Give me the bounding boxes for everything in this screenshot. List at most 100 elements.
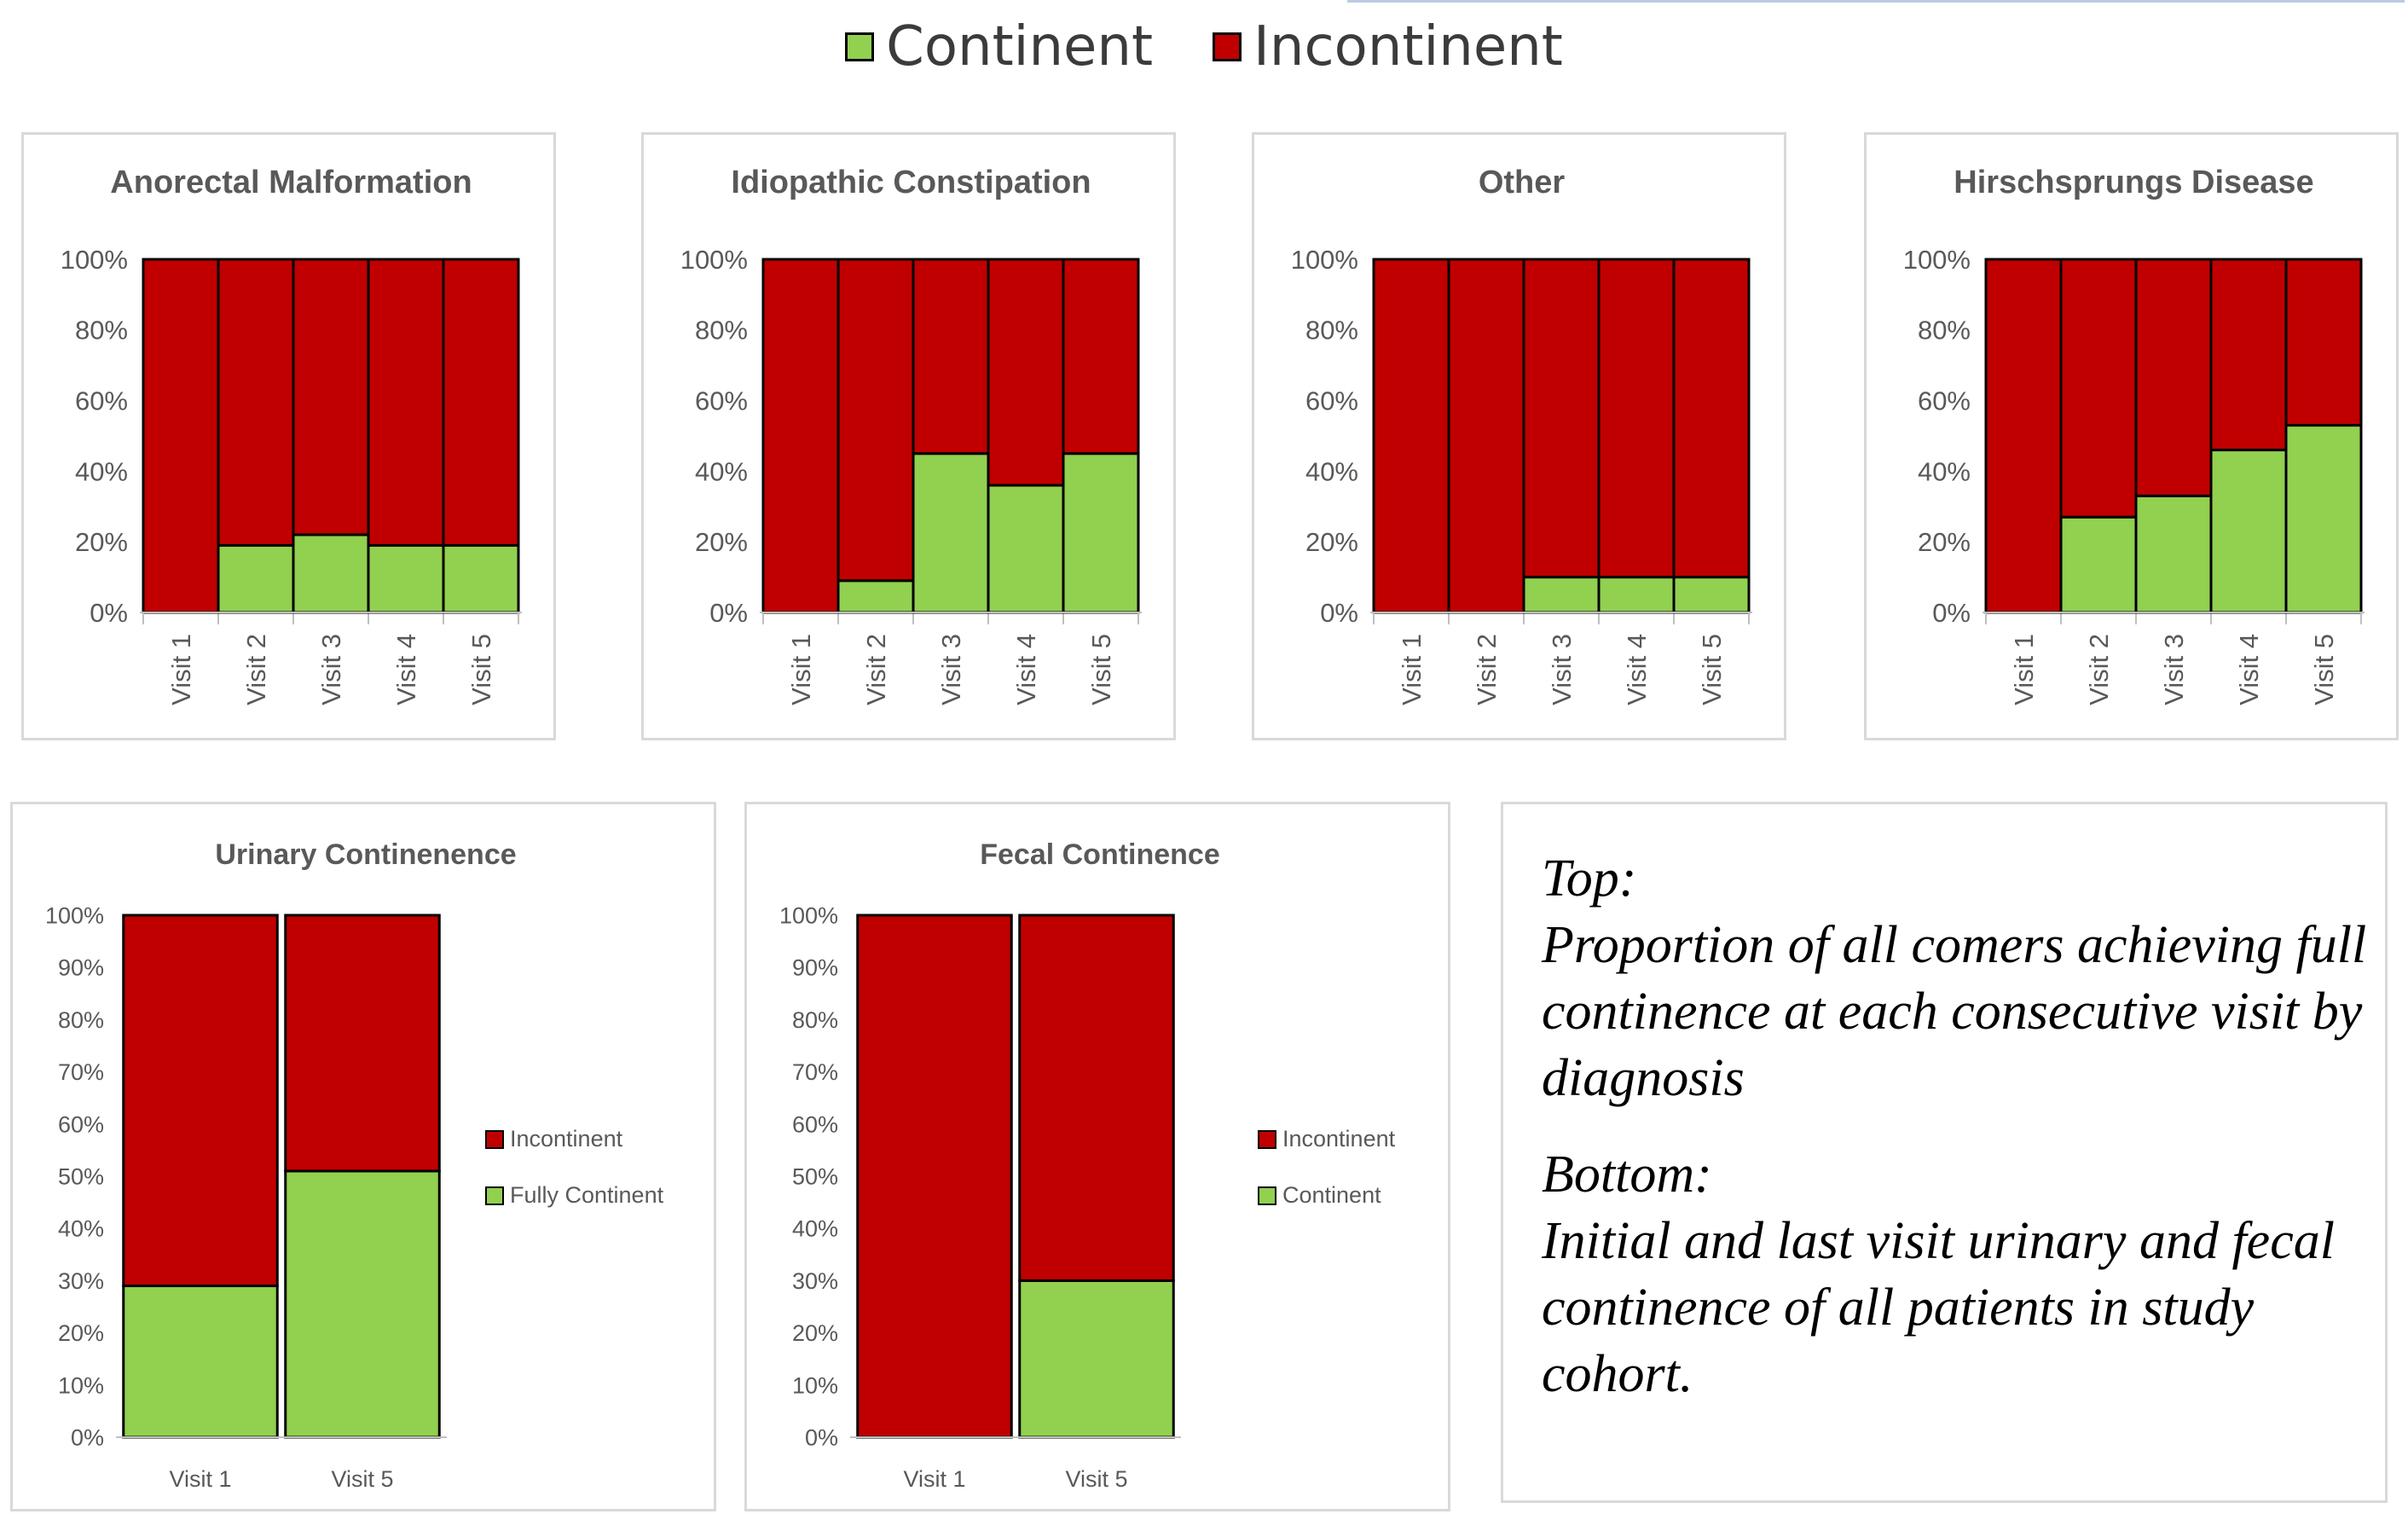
y-tick-label: 0%: [805, 1424, 838, 1450]
legend-swatch-continent: [1258, 1186, 1276, 1205]
y-tick-label: 40%: [1918, 456, 1971, 486]
chart-title-other: Other: [1479, 165, 1566, 200]
y-tick-label: 0%: [1932, 598, 1971, 628]
x-tick-label: Visit 4: [1622, 634, 1652, 705]
y-tick-label: 100%: [680, 245, 748, 275]
legend-swatch-incontinent: [485, 1130, 504, 1149]
y-tick-label: 60%: [1305, 386, 1358, 415]
y-tick-label: 60%: [75, 386, 128, 415]
x-tick-label: Visit 4: [1011, 634, 1041, 705]
legend-swatch-incontinent: [1213, 32, 1242, 61]
bar-incontinent-visit-5: [1018, 914, 1175, 1282]
bar-incontinent-visit-5: [442, 258, 520, 547]
legend-label-incontinent: Incontinent: [1253, 15, 1563, 78]
y-tick-label: 100%: [61, 245, 128, 275]
y-tick-label: 80%: [58, 1007, 104, 1033]
bar-incontinent-visit-1: [1984, 258, 2063, 614]
y-tick-label: 20%: [1918, 527, 1971, 557]
chart-panel-other: Other 0% 20% 40% 60% 80% 100% Visit 1 Visit 2 Vis…: [1252, 132, 1786, 740]
x-tick-label: Visit 4: [2234, 634, 2264, 705]
y-tick-label: 60%: [792, 1111, 838, 1137]
bar-incontinent-visit-1: [856, 914, 1013, 1439]
y-tick-label: 90%: [792, 955, 838, 981]
bar-continent-visit-4: [2209, 449, 2288, 614]
bar-continent-visit-2: [836, 579, 915, 614]
legend-label-incontinent: Incontinent: [510, 1126, 623, 1151]
x-tick-label: Visit 5: [1697, 634, 1727, 705]
bar-continent-visit-3: [292, 533, 370, 614]
x-tick-label: Visit 2: [1472, 634, 1502, 705]
y-tick-label: 0%: [90, 598, 128, 628]
bar-continent-visit-2: [217, 543, 295, 614]
figure-caption: Top: Proportion of all comers achieving …: [1501, 802, 2388, 1503]
y-tick-label: 0%: [71, 1424, 104, 1450]
y-tick-label: 20%: [58, 1320, 104, 1346]
y-tick-label: 100%: [1291, 245, 1358, 275]
bar-continent-visit-4: [367, 543, 445, 614]
caption-top-text: Proportion of all comers achieving full …: [1542, 916, 2367, 1107]
y-tick-label: 80%: [1918, 316, 1971, 345]
x-tick-label: Visit 5: [331, 1466, 393, 1492]
bar-continent-visit-3: [2134, 494, 2213, 614]
bar-continent-visit-2: [2059, 515, 2138, 614]
x-tick-label: Visit 2: [2084, 634, 2114, 705]
chart-svg: Other 0% 20% 40% 60% 80% 100% Visit 1 Visit 2 Vis…: [1291, 165, 1752, 705]
y-tick-label: 60%: [58, 1111, 104, 1137]
legend-swatch-fully-continent: [485, 1186, 504, 1205]
bar-incontinent-visit-3: [2134, 258, 2213, 497]
bar-continent-visit-5: [1672, 576, 1751, 614]
legend-label-continent: Continent: [886, 15, 1154, 78]
legend-swatch-incontinent: [1258, 1130, 1276, 1149]
bar-fully-continent-visit-5: [284, 1169, 441, 1439]
x-tick-label: Visit 4: [391, 634, 421, 705]
y-tick-label: 80%: [75, 316, 128, 345]
x-tick-label: Visit 2: [861, 634, 891, 705]
x-tick-label: Visit 5: [1086, 634, 1116, 705]
y-tick-label: 40%: [75, 456, 128, 486]
top-rule: [1347, 0, 2405, 3]
bar-incontinent-visit-2: [1447, 258, 1525, 614]
bar-incontinent-visit-1: [122, 914, 279, 1288]
bar-continent-visit-5: [442, 543, 520, 614]
caption-bottom: Bottom: Initial and last visit urinary a…: [1542, 1141, 2368, 1407]
chart-svg: Urinary Continenence 0% 10% 20% 30% 40% 50% 60%…: [45, 838, 664, 1492]
chart-svg: Idiopathic Constipation 0% 20% 40% 60% 80% 100…: [680, 165, 1142, 705]
bar-incontinent-visit-4: [987, 258, 1065, 487]
x-tick-label: Visit 1: [2009, 634, 2039, 705]
x-tick-label: Visit 2: [241, 634, 271, 705]
legend-label-fully-continent: Fully Continent: [510, 1182, 664, 1208]
bar-continent-visit-5: [1062, 452, 1140, 614]
y-tick-label: 40%: [695, 456, 748, 486]
caption-bottom-heading: Bottom:: [1542, 1146, 1712, 1204]
bar-continent-visit-5: [1018, 1279, 1175, 1439]
bar-incontinent-visit-5: [1062, 258, 1140, 455]
y-tick-label: 20%: [1305, 527, 1358, 557]
y-tick-label: 70%: [58, 1059, 104, 1085]
y-tick-label: 100%: [779, 902, 838, 928]
y-tick-label: 30%: [792, 1268, 838, 1294]
bar-incontinent-visit-5: [284, 914, 441, 1173]
legend-label-incontinent: Incontinent: [1282, 1126, 1396, 1151]
bar-incontinent-visit-3: [1522, 258, 1601, 579]
chart-title-fecal-continence: Fecal Continence: [980, 838, 1220, 871]
x-tick-label: Visit 1: [786, 634, 816, 705]
bar-continent-visit-4: [987, 484, 1065, 614]
y-tick-label: 10%: [58, 1372, 104, 1398]
bar-incontinent-visit-4: [1597, 258, 1676, 579]
y-tick-label: 10%: [792, 1372, 838, 1398]
chart-title-anorectal-malformation: Anorectal Malformation: [110, 165, 472, 200]
x-tick-label: Visit 1: [169, 1466, 231, 1492]
x-tick-label: Visit 5: [2309, 634, 2339, 705]
chart-title-idiopathic-constipation: Idiopathic Constipation: [731, 165, 1091, 200]
legend-item-continent: Continent: [845, 15, 1153, 78]
bar-incontinent-visit-2: [2059, 258, 2138, 519]
bar-incontinent-visit-2: [836, 258, 915, 583]
y-tick-label: 50%: [58, 1163, 104, 1189]
chart-panel-anorectal-malformation: Anorectal Malformation 0% 20% 40% 60% 80% 100%…: [21, 132, 556, 740]
chart-svg: Hirschsprungs Disease 0% 20% 40% 60% 80% 100% V…: [1903, 165, 2365, 705]
bar-incontinent-visit-1: [1372, 258, 1450, 614]
y-tick-label: 20%: [75, 527, 128, 557]
bar-incontinent-visit-1: [761, 258, 840, 614]
x-tick-label: Visit 5: [1065, 1466, 1127, 1492]
y-tick-label: 100%: [45, 902, 104, 928]
